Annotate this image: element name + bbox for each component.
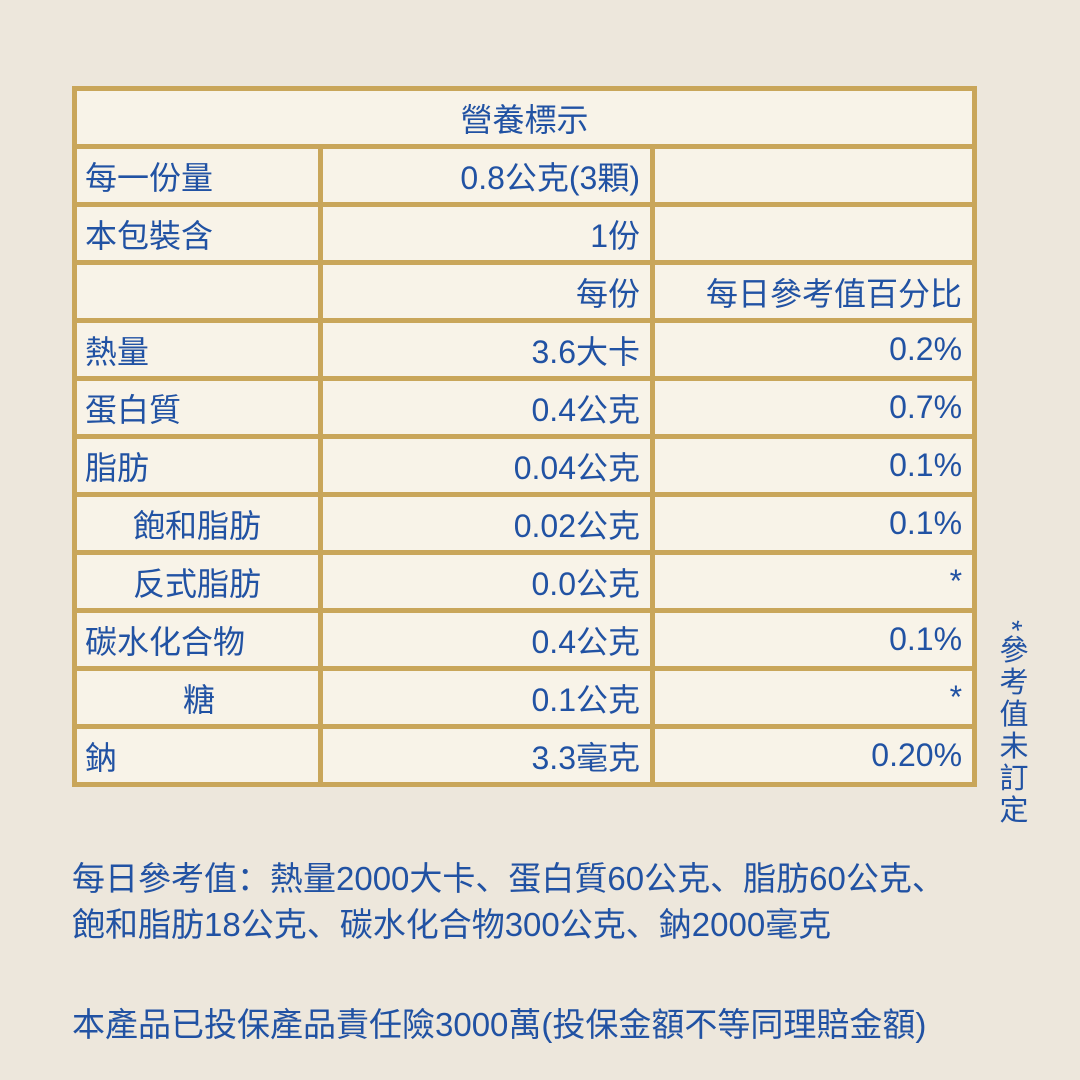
- nutrient-label: 鈉: [72, 724, 323, 787]
- per-serving-value: 0.0公克: [318, 550, 655, 613]
- nutrition-table: 營養標示 每一份量 0.8公克(3顆) 本包裝含 1份 每份 每日參考值百分比: [71, 86, 978, 787]
- nutrient-label: 反式脂肪: [72, 550, 323, 613]
- daily-pct-value: 0.1%: [649, 492, 978, 555]
- serving-size-value: 0.8公克(3顆): [318, 144, 655, 207]
- column-header-row: 每份 每日參考值百分比: [72, 260, 978, 323]
- daily-pct-value: *: [649, 666, 978, 729]
- nutrient-row-saturated-fat: 飽和脂肪 0.02公克 0.1%: [72, 492, 978, 555]
- per-serving-value: 3.6大卡: [318, 318, 655, 381]
- nutrition-table-wrap: 營養標示 每一份量 0.8公克(3顆) 本包裝含 1份 每份 每日參考值百分比: [71, 86, 978, 787]
- daily-pct-value: 0.20%: [649, 724, 978, 787]
- servings-per-pack-label: 本包裝含: [72, 202, 323, 265]
- nutrient-label: 蛋白質: [72, 376, 323, 439]
- nutrient-label: 糖: [72, 666, 323, 729]
- nutrient-row-fat: 脂肪 0.04公克 0.1%: [72, 434, 978, 497]
- daily-reference-footnote: 每日參考值：熱量2000大卡、蛋白質60公克、脂肪60公克、飽和脂肪18公克、碳…: [72, 860, 945, 943]
- nutrient-row-protein: 蛋白質 0.4公克 0.7%: [72, 376, 978, 439]
- nutrient-row-sugar: 糖 0.1公克 *: [72, 666, 978, 729]
- daily-pct-value: 0.1%: [649, 608, 978, 671]
- nutrient-label: 熱量: [72, 318, 323, 381]
- table-title-row: 營養標示: [71, 86, 978, 149]
- per-serving-value: 0.02公克: [318, 492, 655, 555]
- per-serving-value: 0.04公克: [318, 434, 655, 497]
- nutrient-label: 碳水化合物: [72, 608, 323, 671]
- empty-cell: [649, 202, 978, 265]
- nutrient-row-calories: 熱量 3.6大卡 0.2%: [72, 318, 978, 381]
- daily-pct-value: 0.7%: [649, 376, 978, 439]
- serving-size-label: 每一份量: [72, 144, 323, 207]
- nutrient-row-carbohydrate: 碳水化合物 0.4公克 0.1%: [72, 608, 978, 671]
- per-serving-value: 3.3毫克: [318, 724, 655, 787]
- insurance-footnote: 本產品已投保產品責任險3000萬(投保金額不等同理賠金額): [72, 1006, 927, 1043]
- servings-per-pack-row: 本包裝含 1份: [72, 202, 978, 265]
- empty-cell: [649, 144, 978, 207]
- nutrient-label: 脂肪: [72, 434, 323, 497]
- daily-pct-value: 0.2%: [649, 318, 978, 381]
- per-serving-value: 0.1公克: [318, 666, 655, 729]
- daily-pct-header: 每日參考值百分比: [649, 260, 978, 323]
- table-title: 營養標示: [71, 86, 978, 149]
- per-serving-header: 每份: [318, 260, 655, 323]
- nutrient-row-trans-fat: 反式脂肪 0.0公克 *: [72, 550, 978, 613]
- servings-per-pack-value: 1份: [318, 202, 655, 265]
- daily-pct-value: *: [649, 550, 978, 613]
- per-serving-value: 0.4公克: [318, 608, 655, 671]
- serving-size-row: 每一份量 0.8公克(3顆): [72, 144, 978, 207]
- empty-header-cell: [72, 260, 323, 323]
- nutrient-label: 飽和脂肪: [72, 492, 323, 555]
- per-serving-value: 0.4公克: [318, 376, 655, 439]
- nutrient-row-sodium: 鈉 3.3毫克 0.20%: [72, 724, 978, 787]
- reference-not-set-note: *參考值未訂定: [995, 620, 1027, 827]
- daily-pct-value: 0.1%: [649, 434, 978, 497]
